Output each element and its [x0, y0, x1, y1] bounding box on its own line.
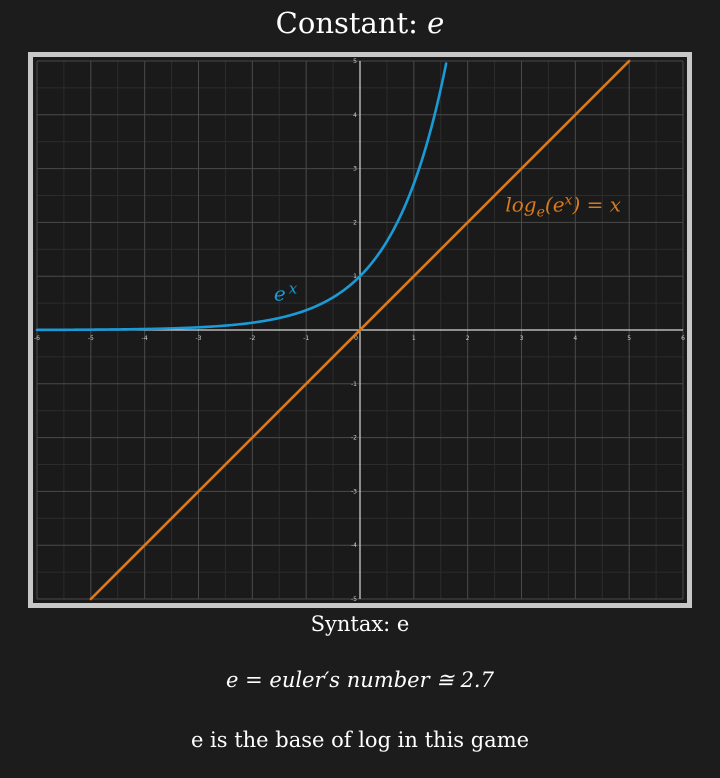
log-line-label: loge(ex) = x [505, 193, 621, 221]
y-tick-label: -1 [351, 381, 357, 388]
x-tick-label: 3 [520, 335, 524, 342]
y-tick-label: 5 [353, 58, 357, 65]
exp-curve-line [35, 62, 448, 332]
y-tick-label: 1 [353, 273, 357, 280]
title-prefix: Constant: [275, 6, 418, 40]
y-tick-label: -3 [351, 488, 357, 495]
x-tick-label: 6 [681, 335, 685, 342]
x-tick-label: 1 [412, 335, 416, 342]
x-tick-label: 2 [466, 335, 470, 342]
y-tick-label: -2 [351, 435, 357, 442]
formula-text: e = euler′s number ≅ 2.7 [226, 668, 494, 692]
note-text: e is the base of log in this game [190, 728, 530, 752]
y-tick-label: -4 [351, 542, 357, 549]
page-title: Constant: e [0, 6, 720, 40]
y-tick-label: 3 [353, 166, 357, 173]
log-line [89, 59, 631, 601]
y-tick-label: 2 [353, 219, 357, 226]
x-tick-label: 0 [354, 335, 358, 342]
x-tick-label: -1 [303, 335, 309, 342]
x-tick-label: -6 [34, 335, 40, 342]
x-tick-label: 5 [627, 335, 631, 342]
function-plot: -6 -5 -4 -3 -2 -1 0 1 2 3 4 5 6 -5 -4 -3 -2 -1 1 2 3 4 5 e x loge… [34, 58, 685, 603]
x-tick-label: -3 [196, 335, 202, 342]
x-tick-label: -5 [88, 335, 94, 342]
y-tick-label: -5 [351, 596, 357, 603]
plot-frame: -6 -5 -4 -3 -2 -1 0 1 2 3 4 5 6 -5 -4 -3 -2 -1 1 2 3 4 5 e x loge… [28, 52, 692, 608]
x-tick-label: 4 [573, 335, 577, 342]
title-constant: e [427, 6, 445, 40]
y-tick-label: 4 [353, 112, 357, 119]
syntax-text: Syntax: e [310, 612, 410, 636]
x-tick-label: -4 [142, 335, 148, 342]
x-tick-label: -2 [249, 335, 255, 342]
